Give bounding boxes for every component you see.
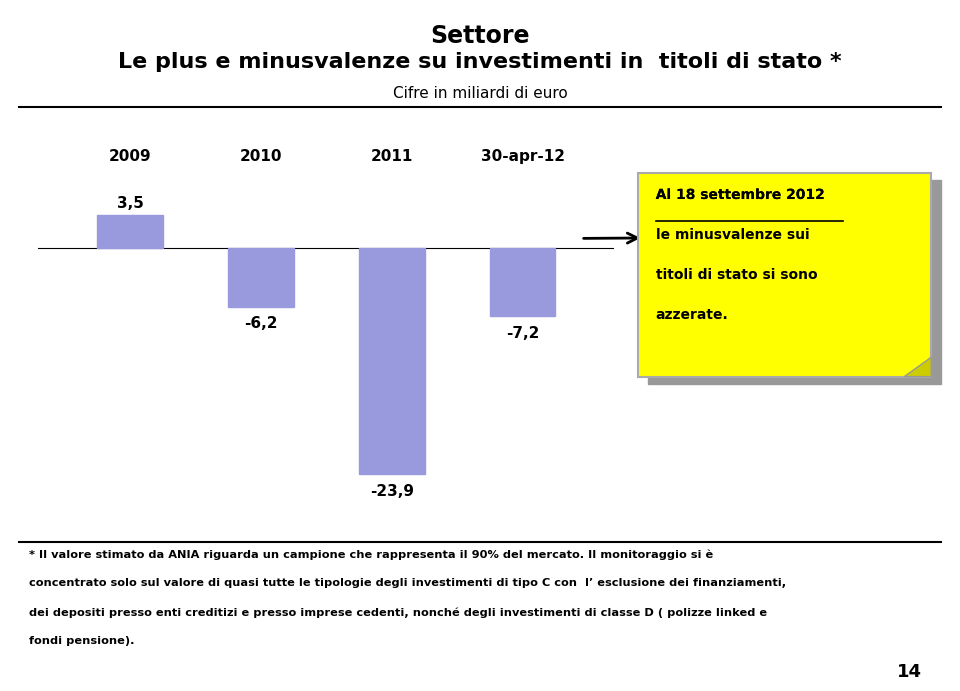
Text: 14: 14 [897, 663, 922, 681]
Text: * Il valore stimato da ANIA riguarda un campione che rappresenta il 90% del merc: * Il valore stimato da ANIA riguarda un … [29, 549, 713, 560]
Bar [359, 248, 424, 474]
Text: Al 18 settembre 2012: Al 18 settembre 2012 [656, 188, 826, 202]
Text: -6,2: -6,2 [244, 316, 277, 332]
Bar [490, 248, 556, 316]
Text: Settore: Settore [430, 24, 530, 48]
Text: 2009: 2009 [108, 149, 152, 164]
Text: -7,2: -7,2 [506, 326, 540, 341]
Text: fondi pensione).: fondi pensione). [29, 636, 134, 646]
Text: azzerate.: azzerate. [656, 308, 729, 322]
Text: Le plus e minusvalenze su investimenti in  titoli di stato *: Le plus e minusvalenze su investimenti i… [118, 52, 842, 72]
Text: 2010: 2010 [240, 149, 282, 164]
Text: -23,9: -23,9 [370, 484, 414, 499]
Text: concentrato solo sul valore di quasi tutte le tipologie degli investimenti di ti: concentrato solo sul valore di quasi tut… [29, 578, 786, 588]
Text: 2011: 2011 [371, 149, 413, 164]
Text: Cifre in miliardi di euro: Cifre in miliardi di euro [393, 86, 567, 102]
Text: 3,5: 3,5 [116, 196, 143, 211]
Text: titoli di stato si sono: titoli di stato si sono [656, 268, 817, 282]
Text: 30-apr-12: 30-apr-12 [481, 149, 564, 164]
Text: le minusvalenze sui: le minusvalenze sui [656, 228, 809, 242]
Bar [97, 215, 163, 248]
Text: dei depositi presso enti creditizi e presso imprese cedenti, nonché degli invest: dei depositi presso enti creditizi e pre… [29, 607, 767, 618]
Bar [228, 248, 294, 307]
